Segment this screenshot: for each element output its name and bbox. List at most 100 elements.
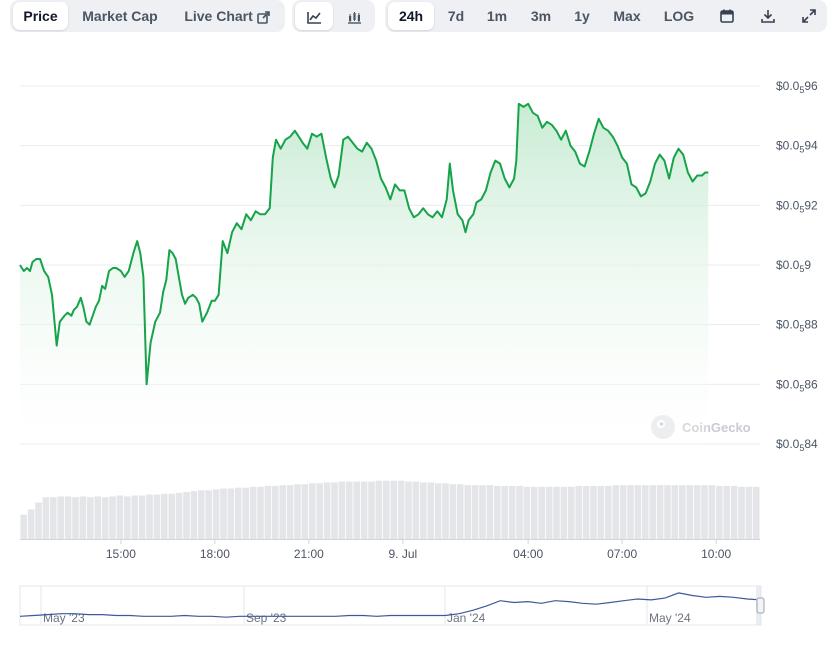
volume-bar <box>642 485 649 539</box>
price-line-group <box>19 102 709 386</box>
volume-bar <box>309 483 316 539</box>
volume-bar <box>50 497 57 539</box>
volume-bar <box>64 496 72 539</box>
volume-bar <box>649 485 656 539</box>
fullscreen-button[interactable] <box>795 2 823 30</box>
navigator-label: May '23 <box>43 611 85 625</box>
volume-bar <box>701 485 708 539</box>
volume-bar <box>331 482 338 539</box>
volume-bar <box>375 480 383 539</box>
range-24h[interactable]: 24h <box>388 2 434 30</box>
volume-bar <box>35 502 42 539</box>
volume-bar <box>553 486 560 539</box>
volume-bar <box>745 486 753 539</box>
volume-bar <box>227 488 235 539</box>
volume-bar <box>131 495 138 539</box>
volume-bar <box>523 486 531 539</box>
volume-bar <box>397 480 405 539</box>
tab-market-cap[interactable]: Market Cap <box>82 8 158 24</box>
x-tick-label: 10:00 <box>701 547 731 561</box>
calendar-icon <box>720 9 734 23</box>
volume-bar <box>686 485 693 539</box>
range-selector: 24h 7d 1m 3m 1y Max LOG <box>385 0 827 32</box>
volume-bar <box>353 481 360 539</box>
view-tabs: Price Market Cap Live Chart <box>10 0 285 32</box>
volume-bar <box>390 480 397 539</box>
volume-bar <box>656 485 664 539</box>
x-tick-label: 18:00 <box>200 547 230 561</box>
volume-bar <box>116 495 124 539</box>
volume-bar <box>479 485 486 539</box>
volume-bar <box>545 486 553 539</box>
y-tick-label: $0.0588 <box>776 318 818 334</box>
volume-bar <box>730 485 738 539</box>
candlestick-chart-button[interactable] <box>335 2 373 30</box>
range-1m[interactable]: 1m <box>486 8 508 24</box>
volume-bar <box>508 485 516 539</box>
volume-bar <box>220 488 227 539</box>
volume-bar <box>538 486 545 539</box>
y-tick-label: $0.0596 <box>776 79 818 95</box>
line-chart-button[interactable] <box>295 2 333 30</box>
range-max[interactable]: Max <box>613 8 641 24</box>
volume-bar <box>301 484 309 539</box>
volume-bar <box>264 485 272 539</box>
volume-bar <box>109 496 116 539</box>
candlestick-chart-icon <box>347 11 361 24</box>
tab-live-chart[interactable]: Live Chart <box>174 2 280 30</box>
volume-bar <box>442 483 449 539</box>
volume-bar <box>494 485 501 539</box>
log-scale-toggle[interactable]: LOG <box>663 8 695 24</box>
volume-bar <box>738 486 745 539</box>
volume-bar <box>323 482 331 539</box>
volume-bar <box>716 485 723 539</box>
volume-bar <box>383 480 390 539</box>
volume-bar <box>723 485 730 539</box>
navigator-frame <box>19 585 762 626</box>
navigator-label: May '24 <box>649 611 691 625</box>
volume-bar <box>242 487 249 539</box>
volume-bar <box>87 497 94 539</box>
range-7d[interactable]: 7d <box>447 8 465 24</box>
download-icon <box>761 10 775 23</box>
y-tick-label: $0.0592 <box>776 198 818 214</box>
y-tick-label: $0.0586 <box>776 377 818 393</box>
volume-bar <box>294 484 301 539</box>
volume-bar <box>464 485 471 539</box>
download-button[interactable] <box>754 2 782 30</box>
tab-price[interactable]: Price <box>13 2 68 30</box>
volume-bar <box>235 487 242 539</box>
volume-bar <box>161 493 168 539</box>
volume-bar <box>168 493 175 539</box>
x-tick-label: 15:00 <box>106 547 136 561</box>
volume-bar <box>619 485 627 539</box>
range-3m[interactable]: 3m <box>530 8 552 24</box>
volume-bar <box>190 491 198 539</box>
volume-bar <box>368 481 375 539</box>
volume-bar <box>175 492 183 539</box>
volume-bar <box>612 485 619 539</box>
navigator-label: Sep '23 <box>246 611 287 625</box>
y-tick-label: $0.0584 <box>776 437 818 453</box>
volume-bar <box>671 485 679 539</box>
price-line <box>19 102 709 386</box>
x-tick-label: 21:00 <box>294 547 324 561</box>
volume-bar <box>634 485 642 539</box>
volume-bar <box>516 485 523 539</box>
range-1y[interactable]: 1y <box>574 8 590 24</box>
volume-bar <box>568 486 575 539</box>
volume-bar <box>582 485 590 539</box>
external-link-icon <box>256 10 270 24</box>
volume-bar <box>457 484 464 539</box>
x-axis: 15:00 18:00 21:00 9. Jul 04:00 07:00 10:00 <box>20 539 760 561</box>
volume-bar <box>94 496 101 539</box>
date-range-button[interactable] <box>713 2 741 30</box>
volume-bar <box>360 481 368 539</box>
volume-bar <box>101 497 109 539</box>
volume-bar <box>20 514 27 539</box>
range-navigator[interactable]: May '23 Sep '23 Jan '24 May '24 <box>19 585 765 626</box>
navigator-handle[interactable] <box>756 597 765 614</box>
volume-bar <box>346 481 353 539</box>
volume-bar <box>79 496 87 539</box>
